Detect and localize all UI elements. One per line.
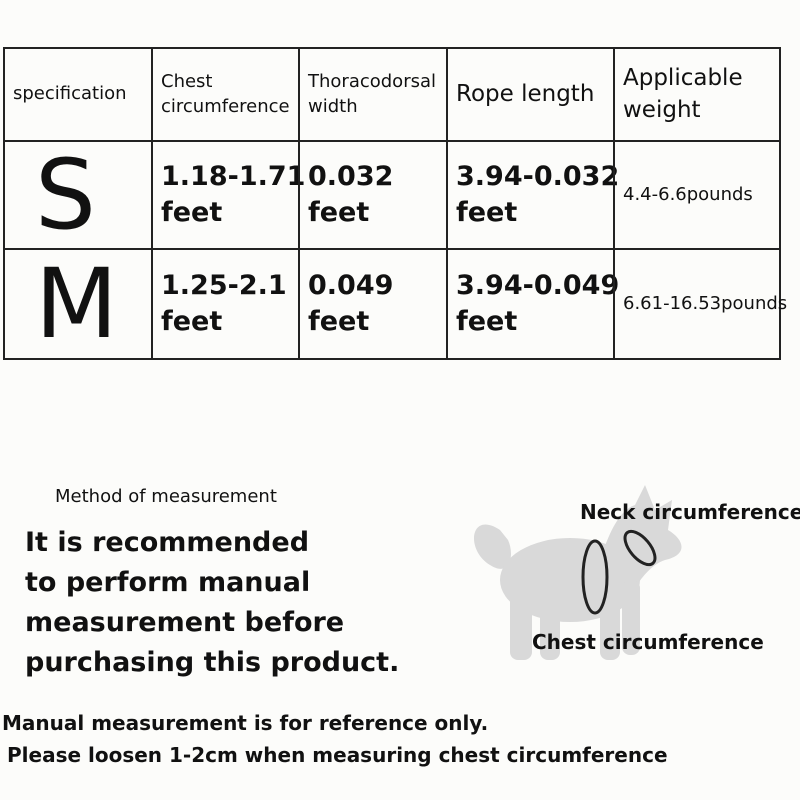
cell-text: 0.032 [308, 160, 394, 192]
recommendation-line: purchasing this product. [25, 647, 400, 678]
table-cell: 3.94-0.032 feet [446, 140, 620, 250]
cell-text: feet [308, 306, 370, 337]
note-line: Please loosen 1-2cm when measuring chest… [7, 743, 668, 767]
neck-label: Neck circumference [580, 500, 800, 524]
table-cell: 3.94-0.049 feet [446, 248, 620, 360]
cell-text: S [35, 139, 96, 251]
table-cell: Chest circumference [151, 47, 300, 142]
header-text: Rope length [456, 80, 595, 107]
table-cell: Thoracodorsal width [298, 47, 448, 142]
cell-text: 1.25-2.1 [161, 269, 287, 301]
cell-text: feet [161, 306, 223, 337]
chest-label: Chest circumference [532, 630, 764, 654]
cell-text: feet [456, 306, 518, 337]
chest-ring [581, 539, 609, 615]
cell-text: 4.4-6.6pounds [623, 183, 753, 205]
table-cell: M [3, 248, 153, 360]
note-line: Manual measurement is for reference only… [2, 711, 489, 735]
recommendation-line: It is recommended [25, 527, 310, 558]
table-cell: specification [3, 47, 153, 142]
cell-text: M [35, 248, 118, 360]
table-cell: 6.61-16.53pounds [613, 248, 788, 360]
table-cell: 0.049 feet [298, 248, 448, 360]
header-text: Thoracodorsal [308, 71, 437, 93]
recommendation-line: measurement before [25, 607, 345, 638]
cell-text: 0.049 [308, 269, 394, 301]
table-cell: 1.18-1.71 feet [151, 140, 306, 250]
header-text: specification [13, 83, 127, 105]
cell-text: 3.94-0.032 [456, 160, 620, 192]
cell-text: feet [161, 197, 223, 228]
method-heading: Method of measurement [55, 486, 277, 507]
cell-text: 3.94-0.049 [456, 269, 620, 301]
neck-ring [623, 529, 657, 567]
header-text: Applicable [623, 65, 743, 92]
recommendation-line: to perform manual [25, 567, 311, 598]
table-cell: 1.25-2.1 feet [151, 248, 300, 360]
cell-text: feet [308, 197, 370, 228]
header-text: width [308, 95, 358, 117]
header-text: weight [623, 96, 701, 123]
table-cell: Applicable weight [613, 47, 781, 142]
table-cell: 0.032 feet [298, 140, 448, 250]
table-cell: 4.4-6.6pounds [613, 140, 781, 250]
cell-text: 1.18-1.71 [161, 160, 306, 192]
cell-text: 6.61-16.53pounds [623, 292, 788, 314]
header-text: Chest [161, 71, 213, 93]
table-cell: Rope length [446, 47, 615, 142]
cell-text: feet [456, 197, 518, 228]
header-text: circumference [161, 95, 290, 117]
table-cell: S [3, 140, 153, 250]
dog-diagram [473, 485, 682, 660]
